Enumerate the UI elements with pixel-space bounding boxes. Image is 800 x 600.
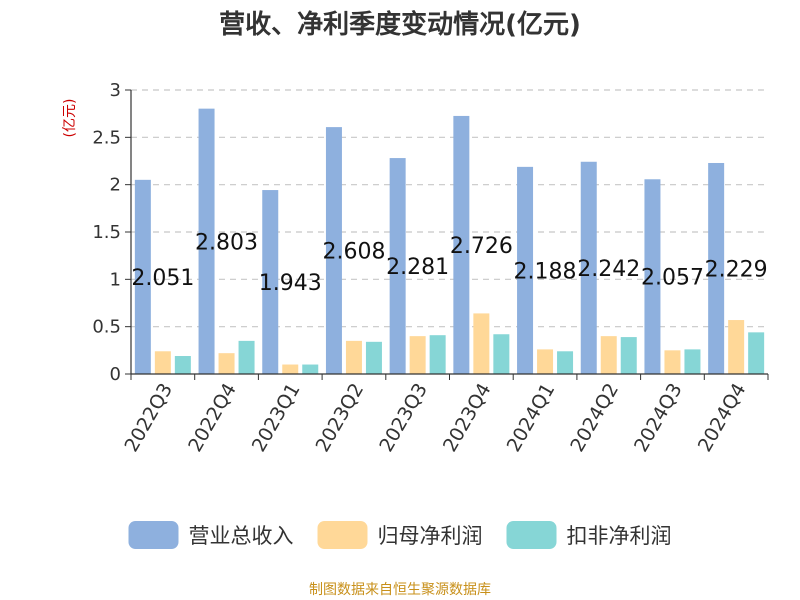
y-tick-label: 1 [110,269,121,290]
bar-3-2023Q2 [365,341,382,374]
bar-1-2023Q4 [453,115,470,375]
grid-lines [131,89,768,328]
bar-3-2022Q4 [238,340,255,374]
bar-1-2024Q1 [517,166,534,374]
data-label: 2.057 [641,266,704,291]
y-tick-label: 1.5 [92,222,121,243]
x-tick-label: 2022Q4 [184,380,241,456]
x-tick-label: 2023Q1 [248,380,305,456]
y-axis-unit-label: (亿元) [62,99,78,138]
y-tick-label: 3 [110,80,121,101]
bar-2-2024Q4 [728,320,745,374]
x-tick-label: 2023Q3 [375,380,432,456]
chart-title: 营收、净利季度变动情况(亿元) [219,9,581,40]
legend-swatch-2 [317,521,368,549]
bar-1-2023Q2 [325,127,342,374]
bar-3-2023Q4 [493,334,510,374]
y-tick-label: 0.5 [92,317,121,338]
legend-label-3: 扣非净利润 [567,524,672,548]
bar-1-2022Q4 [198,108,215,375]
legend-swatch-3 [506,521,557,549]
y-tick-label: 2 [110,175,121,196]
legend: 营业总收入 归母净利润 扣非净利润 [128,521,672,549]
bar-3-2024Q4 [748,332,765,374]
bar-2-2023Q4 [473,313,490,374]
legend-label-2: 归母净利润 [378,524,483,548]
source-note: 制图数据来自恒生聚源数据库 [309,582,491,598]
bar-2-2023Q2 [345,340,362,374]
bar-2-2024Q2 [600,336,617,374]
legend-label-1: 营业总收入 [189,524,294,548]
bar-1-2023Q1 [262,190,279,374]
data-label: 2.051 [131,266,194,291]
bar-1-2024Q4 [708,162,725,374]
data-label: 2.242 [577,257,640,282]
bar-2-2024Q3 [664,350,681,374]
data-label: 2.229 [705,257,768,282]
data-label: 2.608 [322,240,385,265]
x-tick-label: 2023Q2 [312,380,369,456]
bar-1-2024Q2 [580,161,597,374]
y-tick-label: 2.5 [92,127,121,148]
bar-2-2023Q3 [409,336,426,374]
x-tick-label: 2024Q4 [694,380,751,456]
bar-1-2022Q3 [134,179,151,374]
data-label: 2.803 [195,230,258,255]
x-tick-label: 2022Q3 [120,380,177,456]
legend-swatch-1 [128,521,179,549]
bar-3-2024Q3 [684,349,701,374]
bar-3-2024Q2 [620,337,637,374]
bar-2-2024Q1 [537,349,554,374]
x-tick-label: 2024Q3 [630,380,687,456]
bar-3-2024Q1 [557,351,574,374]
x-tick-label: 2024Q2 [566,380,623,456]
data-label: 2.281 [386,255,449,280]
data-label: 1.943 [259,271,322,296]
data-label: 2.188 [514,259,577,284]
bar-2-2022Q3 [154,351,171,374]
bar-1-2024Q3 [644,179,661,374]
bar-3-2022Q3 [174,356,191,374]
x-tick-label: 2023Q4 [439,379,496,455]
bar-3-2023Q1 [302,364,319,374]
bar-1-2023Q3 [389,158,406,374]
x-tick-label: 2024Q1 [503,380,560,456]
y-tick-label: 0 [110,364,121,385]
bar-3-2023Q3 [429,335,446,374]
bar-2-2023Q1 [282,364,299,374]
data-label: 2.726 [450,234,513,259]
bar-2-2022Q4 [218,353,235,374]
bars [134,108,765,375]
